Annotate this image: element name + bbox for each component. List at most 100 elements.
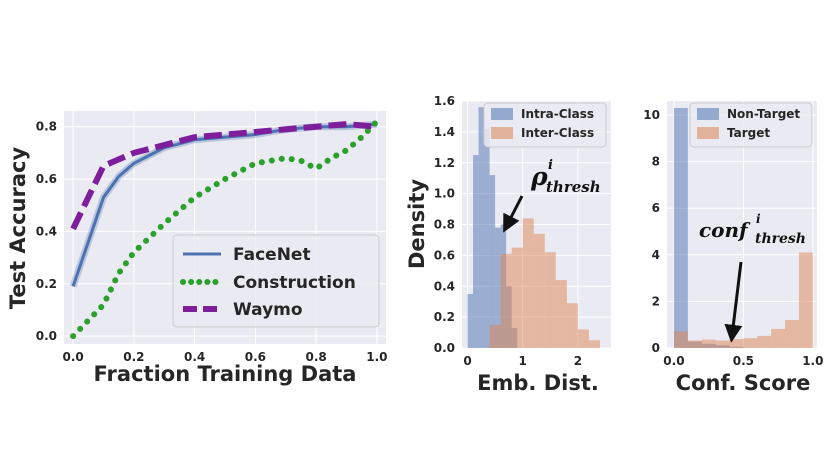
- legend-swatch-target: [697, 127, 719, 139]
- y-tick-label: 0.0: [36, 329, 57, 343]
- y-tick-label: 0.2: [36, 277, 57, 291]
- x-tick-label: 0.2: [123, 350, 144, 364]
- legend-label-facenet: FaceNet: [233, 245, 311, 265]
- hist-bar-non-target: [673, 107, 688, 348]
- y-ticks: 0 2 4 6 8 10: [643, 108, 660, 355]
- legend-swatch-non-target: [697, 108, 719, 120]
- y-tick-label: 6: [652, 201, 660, 215]
- legend-frame: [172, 234, 380, 328]
- x-tick-label: 0.0: [62, 350, 83, 364]
- annotation-superscript: i: [756, 212, 761, 226]
- y-axis-label: Test Accuracy: [6, 147, 30, 310]
- hist-bar-target: [701, 339, 716, 348]
- x-axis-label: Conf. Score: [676, 371, 811, 395]
- x-tick-label: 1.0: [366, 350, 387, 364]
- x-axis-label: Emb. Dist.: [477, 371, 599, 395]
- legend-swatch-inter-class: [491, 127, 513, 139]
- y-tick-label: 0.4: [36, 224, 57, 238]
- hist-bar-target: [785, 320, 799, 348]
- series-line-waymo: [70, 121, 378, 231]
- hist-bar-inter-class: [555, 280, 567, 348]
- series-group: [69, 118, 380, 340]
- x-ticks: 0 1 2: [463, 354, 582, 368]
- hist-bar-inter-class: [566, 303, 578, 348]
- histogram-bars: [673, 107, 813, 348]
- x-ticks: 0.0 0.2 0.4 0.6 0.8 1.0: [62, 350, 387, 364]
- y-tick-label: 8: [652, 155, 660, 169]
- y-tick-label: 1.6: [434, 94, 455, 108]
- hist-bar-intra-class: [489, 175, 496, 348]
- hist-bar-target: [673, 331, 688, 348]
- legend-label-target: Target: [727, 126, 770, 140]
- annotation-subscript: thresh: [755, 231, 806, 247]
- hist-bar-intra-class: [478, 107, 485, 348]
- legend-label-inter-class: Inter-Class: [521, 126, 594, 140]
- hist-bar-target: [687, 340, 702, 348]
- y-tick-label: 0.2: [434, 310, 455, 324]
- accuracy-line-chart: 0.0 0.2 0.4 0.6 0.8 1.0 0.0 0.2 0.4 0.6 0.8 Fract…: [6, 111, 388, 386]
- hist-bar-inter-class: [588, 340, 600, 348]
- y-tick-label: 0.6: [434, 248, 455, 262]
- confidence-score-histogram: 0.0 0.5 1.0 0 2 4 6 8 10 Conf. Score Non-Target…: [643, 101, 823, 395]
- y-tick-label: 0.8: [36, 120, 57, 134]
- legend-frame: [689, 102, 813, 148]
- x-tick-label: 0.4: [184, 350, 205, 364]
- x-tick-label: 1.0: [802, 354, 823, 368]
- hist-bar-intra-class: [484, 128, 490, 348]
- threshold-annotation: ρ i thresh: [503, 158, 601, 233]
- x-ticks: 0.0 0.5 1.0: [663, 354, 823, 368]
- x-tick-label: 0.0: [663, 354, 684, 368]
- legend-label-construction: Construction: [233, 273, 356, 293]
- annotation-superscript: i: [548, 158, 553, 173]
- annotation-subscript: thresh: [546, 178, 601, 196]
- annotation-symbol: ρ: [530, 162, 548, 191]
- y-tick-label: 1.0: [434, 187, 455, 201]
- y-axis-label: Density: [405, 179, 429, 269]
- y-tick-label: 4: [652, 248, 660, 262]
- legend-label-non-target: Non-Target: [727, 107, 800, 121]
- hist-bar-target: [771, 328, 786, 348]
- y-tick-label: 0: [652, 341, 660, 355]
- legend-swatch-intra-class: [491, 108, 513, 120]
- y-tick-label: 0.8: [434, 218, 455, 232]
- y-tick-label: 10: [643, 108, 660, 122]
- legend: FaceNet Construction Waymo: [172, 234, 380, 328]
- hist-bar-inter-class: [533, 233, 545, 348]
- legend-label-intra-class: Intra-Class: [521, 107, 594, 121]
- threshold-annotation: conf i thresh: [699, 212, 806, 343]
- hist-bar-target: [715, 340, 730, 348]
- hist-bar-inter-class: [500, 253, 512, 348]
- y-tick-label: 2: [652, 294, 660, 308]
- x-tick-label: 0.6: [245, 350, 266, 364]
- hist-bar-target: [757, 335, 772, 348]
- x-tick-label: 2: [574, 354, 582, 368]
- annotation-arrow: [503, 195, 524, 233]
- hist-bar-inter-class: [522, 218, 534, 348]
- legend-frame: [483, 102, 607, 148]
- x-tick-label: 0: [463, 354, 471, 368]
- hist-bar-inter-class: [544, 252, 556, 348]
- legend: Non-Target Target: [689, 102, 813, 148]
- annotation-arrow: [724, 261, 743, 343]
- x-tick-label: 0.8: [305, 350, 326, 364]
- hist-bar-target: [729, 339, 744, 348]
- y-tick-label: 0.4: [434, 279, 455, 293]
- x-tick-label: 1: [519, 354, 527, 368]
- y-ticks: 0.0 0.2 0.4 0.6 0.8 1.0 1.2 1.4 1.6: [434, 94, 455, 355]
- hist-bar-target: [798, 252, 813, 348]
- y-tick-label: 1.4: [434, 125, 455, 139]
- hist-bar-target: [743, 338, 758, 348]
- hist-bar-inter-class: [511, 247, 523, 348]
- hist-bar-intra-class: [495, 227, 501, 348]
- histogram-bars: [467, 107, 600, 348]
- hist-bar-intra-class: [467, 293, 474, 348]
- hist-bar-intra-class: [473, 155, 479, 348]
- x-axis-label: Fraction Training Data: [94, 362, 357, 386]
- y-tick-label: 0.0: [434, 341, 455, 355]
- y-tick-label: 1.2: [434, 156, 455, 170]
- hist-bar-inter-class: [489, 324, 501, 348]
- legend: Intra-Class Inter-Class: [483, 102, 607, 148]
- embedding-distance-histogram: 0 1 2 0.0 0.2 0.4 0.6 0.8 1.0 1.2 1.4 1.6 Emb. Dis…: [405, 94, 611, 395]
- y-ticks: 0.0 0.2 0.4 0.6 0.8: [36, 120, 57, 343]
